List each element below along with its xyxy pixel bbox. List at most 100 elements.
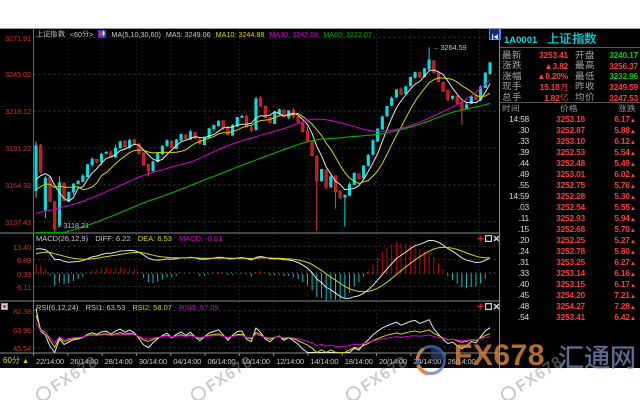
- trade-change: 5.30▲: [614, 191, 636, 201]
- trade-time: .20: [517, 235, 529, 245]
- macd-panel-buttons: [477, 234, 500, 242]
- brand-huitongwang: [558, 342, 636, 373]
- up-arrow-icon: ▲: [629, 216, 636, 223]
- chart-region[interactable]: <60 > MA(5,10,30,60) MA5: 3249.06 MA10: 3…: [0, 28, 500, 368]
- trade-time: .55: [517, 180, 529, 190]
- fx678-huitong-logo: FX678: [412, 337, 640, 382]
- top-blank-strip: [0, 0, 640, 28]
- rsi-header: RSI(6,12,24) RSI1: 63.53 RSI2: 58.07 RSI…: [36, 303, 224, 312]
- symbol-name: [547, 32, 597, 46]
- macd-maximize-icon[interactable]: [485, 234, 492, 242]
- price-axis-label: 3164.32: [4, 181, 31, 191]
- trade-time: .54: [517, 312, 529, 322]
- price-axis-label: 3137.43: [4, 218, 31, 227]
- huitong-logo-icon: [415, 345, 446, 376]
- quote-field-value: 3232.96: [609, 71, 638, 82]
- quote-field-value: 3256.37: [609, 60, 638, 71]
- trade-time: .03: [517, 202, 529, 212]
- trade-change: 6.42▲: [614, 312, 636, 322]
- trade-time: .44: [517, 158, 529, 168]
- trade-time: .24: [517, 246, 529, 256]
- trade-time: .33: [517, 268, 529, 278]
- up-arrow-icon: ▲: [629, 271, 636, 278]
- trade-time: .40: [517, 279, 529, 289]
- time-label: 06/14:00: [207, 357, 236, 366]
- trade-price: 3252.93: [556, 213, 585, 223]
- symbol-code: 1A0001: [504, 35, 538, 46]
- high-price-annotation: ←3264.59: [433, 43, 467, 52]
- rsi-panel-mini-icon[interactable]: [1, 302, 8, 310]
- trade-price: 3252.68: [556, 224, 585, 234]
- trade-change: 5.55▲: [614, 202, 636, 212]
- quote-field-label: [502, 71, 521, 82]
- trade-price: 3254.20: [556, 290, 585, 300]
- trade-change: 6.27▲: [614, 257, 636, 267]
- time-label: 04/14:00: [173, 357, 202, 366]
- candlestick-indicator-icon[interactable]: [98, 29, 107, 39]
- trade-change: 5.49▲: [614, 158, 636, 168]
- quote-field-value: 3249.59: [609, 81, 638, 92]
- ma5-value: MA5: 3249.06: [165, 29, 211, 39]
- trade-time: .15: [517, 224, 529, 234]
- rsi-close-icon[interactable]: [493, 303, 500, 310]
- rsi-params-label: RSI(6,12,24): [36, 302, 79, 312]
- collapse-panel-icon[interactable]: [489, 28, 501, 40]
- trade-price: 3253.01: [556, 169, 585, 179]
- trade-price: 3252.54: [556, 202, 585, 212]
- quote-field-label: [502, 60, 521, 71]
- price-axis-label: 3191.22: [4, 144, 31, 154]
- quote-field-label: [575, 60, 594, 71]
- trade-col-change: [618, 103, 635, 113]
- candlestick-chart-canvas[interactable]: [0, 28, 499, 368]
- quote-panel: 1A0001 3253.41 3240.17 ▲3.82 3256.37 ▲0.…: [489, 28, 640, 368]
- quote-field-label: [502, 92, 521, 103]
- trade-change: 5.27▲: [614, 235, 636, 245]
- axis-border-left: [33, 28, 34, 353]
- macd-macd-value: MACD: -0.61: [179, 234, 223, 243]
- quote-field-value: 3247.53: [609, 92, 638, 103]
- time-axis-period[interactable]: 60 ▲: [3, 356, 29, 365]
- time-label: 28/14:00: [104, 357, 133, 366]
- trade-col-price: [560, 103, 577, 113]
- rsi2-value: RSI2: 58.07: [132, 302, 172, 312]
- chart-period: <60 >: [69, 29, 94, 39]
- time-label: 26/14:00: [70, 357, 99, 366]
- macd-add-icon[interactable]: [477, 235, 484, 242]
- trade-price: 3252.75: [556, 180, 585, 190]
- macd-axis-label: 0.39: [17, 269, 31, 279]
- trade-price: 3252.78: [556, 246, 585, 256]
- macd-diff-value: DIFF: 6.22: [95, 234, 131, 243]
- low-price-annotation: ←3118.21: [56, 220, 89, 230]
- trade-time: .49: [517, 169, 529, 179]
- macd-axis-label: -6.11: [15, 282, 31, 292]
- time-label: 24/14:00: [413, 357, 442, 366]
- trade-price: 3252.25: [556, 235, 585, 245]
- price-axis-label: 3245.02: [4, 70, 31, 80]
- trade-time: .31: [517, 257, 529, 267]
- quote-field-label: [575, 81, 594, 92]
- quote-grid-divider: [500, 101, 640, 103]
- up-arrow-icon: ▲: [629, 172, 636, 179]
- trade-price: 3252.87: [556, 125, 585, 135]
- quote-field-value: 3253.41: [539, 50, 568, 61]
- trade-price: 3253.25: [556, 257, 585, 267]
- trade-change: 5.70▲: [614, 224, 636, 234]
- quote-title[interactable]: 1A0001: [504, 30, 597, 48]
- rsi-maximize-icon[interactable]: [485, 303, 492, 310]
- trade-change: 7.21▲: [614, 290, 636, 300]
- rsi-add-icon[interactable]: [477, 303, 484, 310]
- macd-dea-value: DEA: 6.53: [137, 234, 172, 243]
- up-arrow-icon: ▲: [629, 227, 636, 234]
- trade-change: 6.17▲: [614, 279, 636, 289]
- up-arrow-icon: ▲: [629, 139, 636, 146]
- up-arrow-icon: ▲: [629, 117, 636, 124]
- period-label: 60: [3, 356, 20, 365]
- chart-title: [36, 30, 65, 39]
- macd-close-icon[interactable]: [493, 234, 500, 242]
- ma10-value: MA10: 3244.88: [215, 29, 265, 39]
- quote-field-label: [502, 81, 521, 92]
- rsi3-value: RSI3: 57.09: [179, 302, 219, 312]
- macd-axis-label: 6.89: [17, 256, 31, 266]
- up-arrow-icon: ▲: [629, 161, 636, 168]
- panel-divider: [499, 28, 500, 368]
